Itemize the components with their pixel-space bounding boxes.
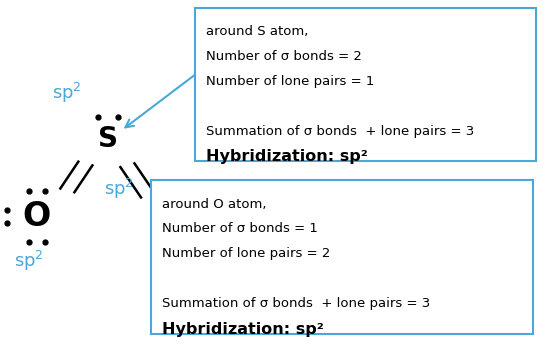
Text: Number of σ bonds = 2: Number of σ bonds = 2	[206, 50, 362, 63]
Text: S: S	[98, 125, 118, 153]
Text: around S atom,: around S atom,	[206, 25, 309, 39]
Text: Summation of σ bonds  + lone pairs = 3: Summation of σ bonds + lone pairs = 3	[162, 297, 431, 310]
Text: Number of lone pairs = 2: Number of lone pairs = 2	[162, 247, 331, 260]
Text: sp$^2$: sp$^2$	[104, 177, 134, 201]
Text: Hybridization: sp²: Hybridization: sp²	[206, 150, 367, 164]
Text: O: O	[23, 200, 51, 233]
Text: Summation of σ bonds  + lone pairs = 3: Summation of σ bonds + lone pairs = 3	[206, 125, 474, 138]
Text: around O atom,: around O atom,	[162, 197, 267, 211]
FancyBboxPatch shape	[195, 8, 536, 161]
Text: sp$^2$: sp$^2$	[14, 249, 43, 273]
Text: Hybridization: sp²: Hybridization: sp²	[162, 322, 324, 337]
Text: Number of lone pairs = 1: Number of lone pairs = 1	[206, 75, 375, 88]
FancyBboxPatch shape	[151, 180, 533, 333]
Text: O: O	[153, 207, 182, 240]
Text: sp$^2$: sp$^2$	[52, 81, 82, 105]
Text: Number of σ bonds = 1: Number of σ bonds = 1	[162, 222, 318, 235]
